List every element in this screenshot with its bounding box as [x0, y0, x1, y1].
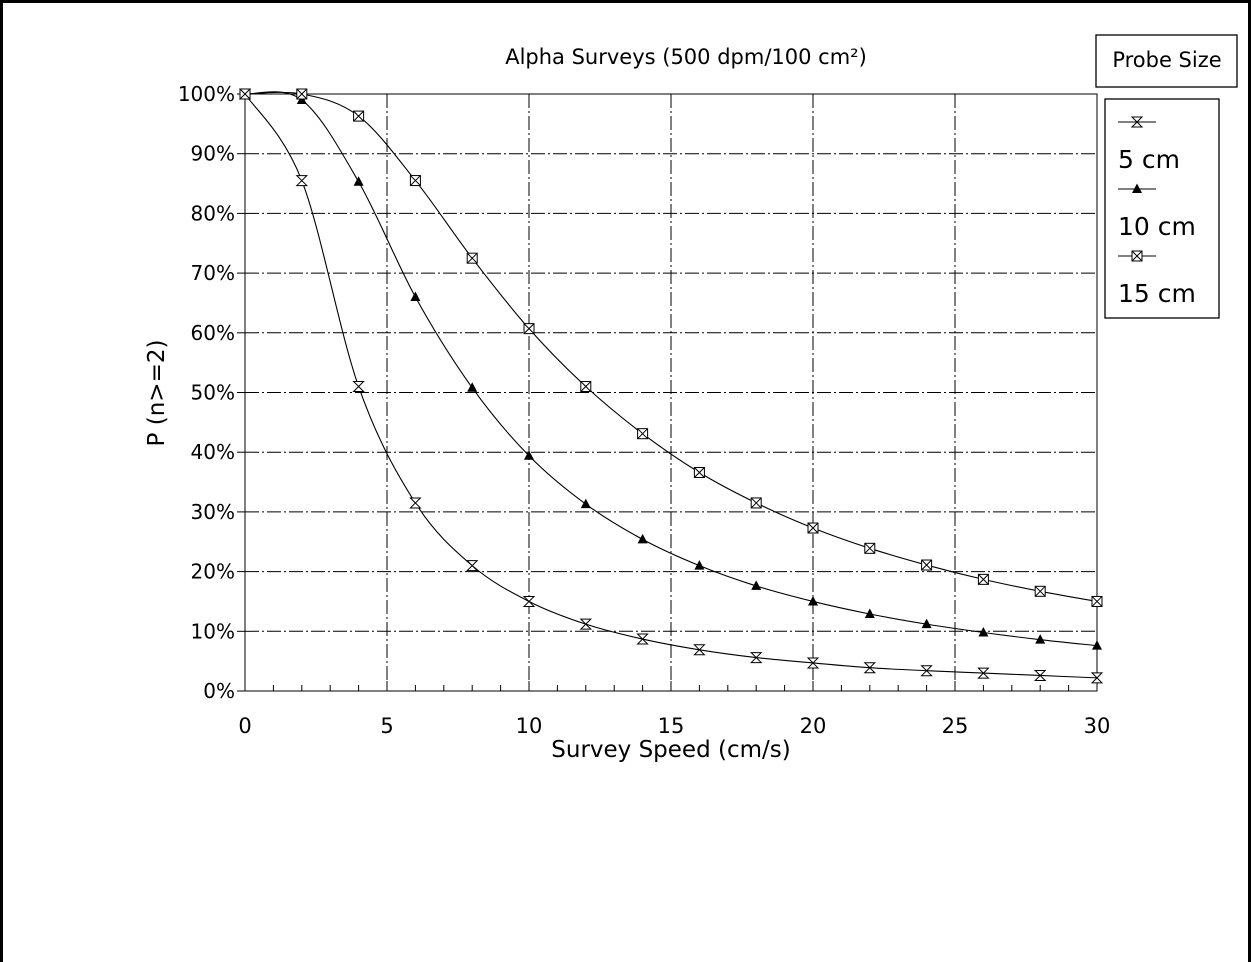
- data-point: [751, 580, 762, 590]
- data-point: [636, 633, 649, 645]
- chart-title: Alpha Surveys (500 dpm/100 cm²): [505, 45, 867, 69]
- y-tick-label: 50%: [191, 381, 235, 405]
- x-tick-label: 25: [942, 714, 969, 738]
- data-point: [693, 644, 706, 656]
- data-point: [1090, 672, 1104, 684]
- data-point: [352, 381, 365, 393]
- x-tick-labels: 0 5 10 15 20 25 30: [238, 714, 1110, 738]
- legend-label: 10 cm: [1118, 212, 1196, 241]
- series-line: [244, 93, 1098, 679]
- data-point: [637, 533, 648, 544]
- legend-title: Probe Size: [1112, 48, 1221, 72]
- x-tick-label: 10: [516, 714, 543, 738]
- data-point: [921, 618, 932, 629]
- data-point: [637, 428, 649, 440]
- data-point: [579, 618, 593, 630]
- data-point: [465, 560, 479, 572]
- legend-marker: [1130, 116, 1144, 128]
- legend-entry: 15 cm: [1118, 250, 1196, 308]
- y-tick-label: 0%: [203, 679, 235, 703]
- data-point: [239, 88, 251, 100]
- legend-box: [1104, 98, 1220, 319]
- series-line: [244, 91, 1098, 647]
- data-point: [806, 657, 820, 669]
- legend-title-box: [1095, 34, 1238, 88]
- data-point: [920, 665, 933, 677]
- x-axis-label: Survey Speed (cm/s): [551, 737, 790, 763]
- x-tick-label: 20: [800, 714, 827, 738]
- y-tick-label: 10%: [191, 619, 235, 643]
- data-point: [977, 667, 990, 679]
- data-point: [1033, 669, 1047, 681]
- series-layer: [238, 88, 1104, 684]
- x-tick-label: 5: [380, 714, 393, 738]
- x-tick-label: 0: [238, 714, 251, 738]
- y-tick-label: 30%: [191, 500, 235, 524]
- data-point: [749, 652, 763, 664]
- data-point: [523, 323, 535, 335]
- data-point: [807, 522, 819, 534]
- data-point: [295, 175, 309, 187]
- y-tick-label: 90%: [191, 142, 235, 166]
- data-point: [1092, 640, 1102, 650]
- legend-entries: 5 cm 10 cm 15 cm: [1118, 116, 1196, 308]
- data-point: [694, 560, 705, 570]
- legend-label: 5 cm: [1118, 145, 1180, 174]
- y-tick-label: 80%: [191, 201, 235, 225]
- data-point: [808, 595, 818, 606]
- y-tick-label: 20%: [191, 560, 235, 584]
- data-point: [921, 559, 933, 571]
- data-point: [750, 497, 762, 509]
- data-point: [409, 175, 421, 187]
- data-point: [410, 291, 421, 301]
- x-tick-label: 15: [658, 714, 685, 738]
- legend-marker: [1132, 183, 1142, 193]
- legend-label: 15 cm: [1118, 279, 1196, 308]
- data-point: [977, 573, 989, 585]
- data-point: [1035, 634, 1046, 644]
- data-point: [409, 497, 422, 509]
- data-point: [524, 450, 534, 460]
- legend-entry: 5 cm: [1118, 116, 1180, 174]
- data-point: [1091, 595, 1103, 607]
- data-point: [580, 381, 592, 393]
- x-tick-label: 30: [1084, 714, 1111, 738]
- data-point: [693, 466, 705, 478]
- data-point: [353, 110, 365, 122]
- data-point: [522, 595, 536, 607]
- y-tick-label: 70%: [191, 261, 235, 285]
- y-tick-label: 40%: [191, 440, 235, 464]
- y-tick-label: 100%: [178, 82, 235, 106]
- data-point: [467, 382, 478, 392]
- legend-entry: 10 cm: [1118, 183, 1196, 241]
- legend: Probe Size 5 cm 10 cm 15 cm: [1095, 34, 1238, 319]
- data-point: [580, 498, 591, 509]
- y-tick-labels: 0% 10% 20% 30% 40% 50% 60% 70% 80% 90% 100%: [178, 82, 235, 703]
- data-point: [978, 626, 989, 637]
- grid: [245, 94, 1097, 691]
- data-point: [296, 88, 308, 100]
- data-point: [466, 252, 478, 264]
- minor-ticks: [237, 93, 1098, 692]
- series-15-cm: [239, 88, 1103, 607]
- y-tick-label: 60%: [191, 321, 235, 345]
- data-point: [864, 608, 875, 618]
- legend-marker: [1131, 250, 1143, 262]
- plot-area: [244, 93, 1098, 692]
- data-point: [353, 176, 364, 186]
- y-axis-label: P (n>=2): [144, 340, 170, 447]
- data-point: [864, 542, 876, 554]
- data-point: [1034, 585, 1046, 597]
- data-point: [863, 662, 877, 674]
